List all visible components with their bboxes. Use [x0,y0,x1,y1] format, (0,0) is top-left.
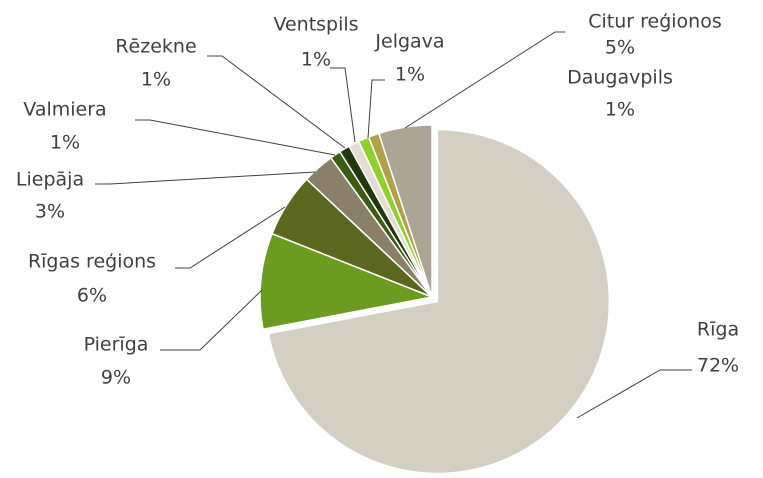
pie-slice [259,232,435,331]
slice-value-label: 1% [50,132,80,154]
slice-label: Rīgas reģions [28,251,156,273]
slice-label: Liepāja [16,169,84,191]
slice-value-label: 9% [101,367,131,389]
leader-line [576,369,692,419]
slice-value-label: 72% [697,355,739,377]
pie-slice [377,124,433,298]
slice-label: Jelgava [374,31,444,53]
slice-label: Ventspils [273,14,358,36]
slice-value-label: 1% [141,69,171,91]
slice-label: Rīga [697,319,739,341]
slice-label: Daugavpils [567,67,673,89]
slice-value-label: 3% [35,201,65,223]
leader-line [404,31,565,129]
leader-line [330,67,356,143]
slice-value-label: 1% [605,99,635,121]
slice-label: Citur reģionos [588,11,722,33]
leader-line [207,55,346,149]
leader-line [367,79,385,139]
slice-value-label: 1% [301,49,331,71]
leader-line [135,119,336,156]
leader-line [175,206,286,269]
slice-value-label: 1% [395,64,425,86]
slice-label: Rēzekne [115,36,196,58]
pie-slice [267,128,611,475]
slice-value-label: 5% [605,37,635,59]
slice-label: Valmiera [23,99,106,121]
leader-line [160,289,263,351]
leader-line [95,171,316,185]
slice-value-label: 6% [77,285,107,307]
slice-label: Pierīga [84,334,149,356]
